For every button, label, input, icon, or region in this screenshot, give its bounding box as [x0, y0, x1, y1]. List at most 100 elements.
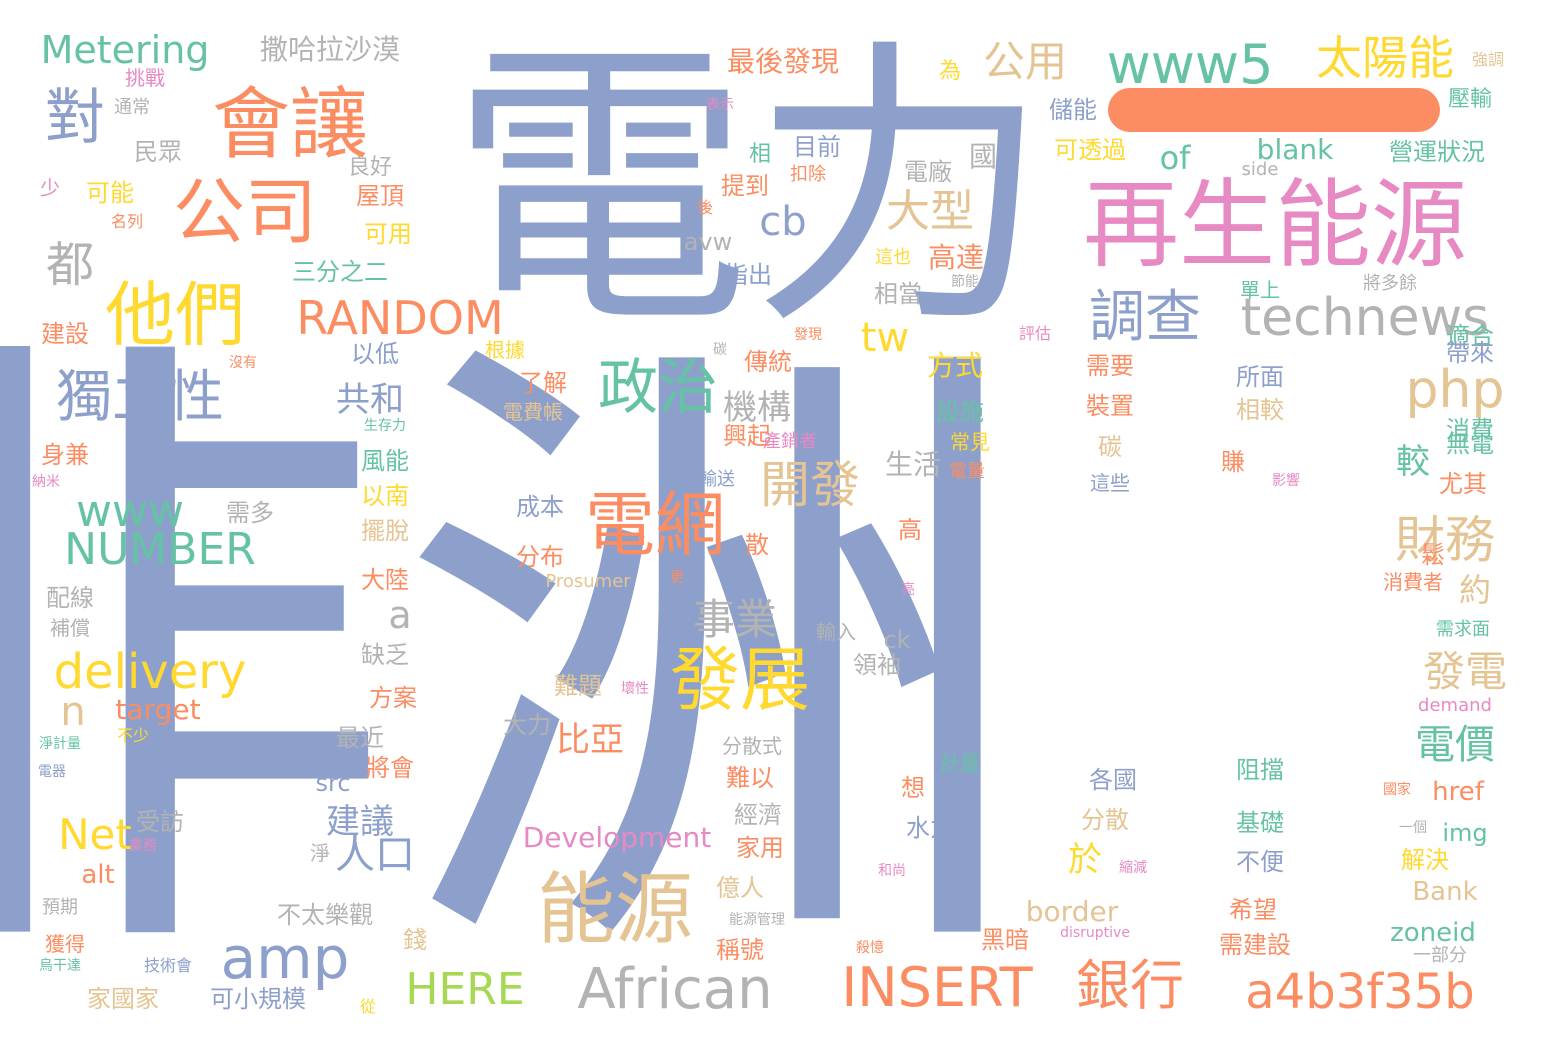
word: 擺脫: [361, 517, 409, 545]
word: 電費帳: [503, 400, 563, 424]
word: 節能: [951, 274, 979, 290]
word: 殺憶: [856, 940, 884, 956]
word: 壓輸: [1447, 87, 1493, 112]
word: 裝置: [1086, 392, 1134, 420]
word: target: [115, 693, 201, 726]
word: 水力: [906, 814, 954, 842]
word: side: [1241, 159, 1279, 180]
word: 單上: [1240, 278, 1280, 302]
word: 大力: [503, 711, 551, 739]
word: 無電: [1446, 430, 1494, 458]
word: href: [1432, 777, 1484, 807]
word: border: [1025, 895, 1119, 928]
word: 高: [898, 516, 922, 544]
word: 後: [696, 198, 714, 217]
word: 獨立性: [56, 365, 224, 430]
word: 缺乏: [361, 641, 409, 669]
word: 開發: [760, 456, 860, 514]
word: amp: [220, 924, 350, 992]
word: 這些: [1090, 471, 1130, 495]
word: 方式: [926, 349, 984, 382]
word: 太陽能: [1316, 31, 1454, 85]
word: 尤其: [1439, 470, 1487, 498]
word: 方案: [369, 684, 417, 712]
word: 產銷者: [763, 431, 817, 452]
word: 能源: [536, 865, 694, 955]
word: alt: [81, 860, 115, 890]
word: 再生能源: [1083, 169, 1467, 281]
word: Bank: [1412, 877, 1478, 907]
word: 評估: [1018, 324, 1052, 343]
word: 烏干達: [39, 958, 81, 974]
word: 更: [670, 570, 684, 586]
word: 銀行: [1076, 954, 1184, 1017]
word: 對: [45, 83, 105, 153]
word: Metering: [40, 28, 210, 72]
word: n: [60, 689, 86, 735]
word: 較: [1396, 442, 1430, 482]
word: 強調: [1471, 50, 1505, 69]
word: 需要: [1086, 352, 1134, 380]
word: 發現: [794, 327, 822, 343]
word: 都: [45, 237, 95, 293]
word: 人口: [335, 832, 415, 878]
word: 家國家: [87, 985, 159, 1013]
word: 計量: [940, 751, 980, 775]
word: NUMBER: [64, 524, 256, 575]
word: 挑戰: [125, 66, 165, 90]
word: 指出: [724, 261, 772, 289]
word: 輸送: [699, 469, 735, 490]
word: 公用: [982, 37, 1068, 86]
word: 縮減: [1119, 860, 1147, 876]
word: 調查: [1089, 285, 1201, 350]
word: 最後發現: [726, 45, 840, 78]
word: demand: [1418, 695, 1492, 716]
word: avw: [683, 228, 733, 256]
word: a: [388, 593, 412, 637]
word: cb: [759, 199, 807, 245]
word: 將多餘: [1363, 273, 1417, 294]
word: 撒哈拉沙漠: [259, 33, 401, 66]
word: 壞性: [621, 681, 649, 697]
word: 可小規模: [210, 985, 306, 1013]
word: 帶來: [1446, 339, 1494, 367]
word: 電器: [38, 764, 66, 780]
word: 能源管理: [729, 912, 785, 928]
word: www: [76, 486, 184, 537]
word: blank: [1256, 133, 1334, 166]
word: 事業: [692, 595, 778, 644]
word: 他們: [105, 274, 245, 356]
word: 建議: [326, 802, 394, 842]
word: src: [315, 769, 351, 797]
word: 目前: [793, 133, 841, 161]
word: 不少: [116, 726, 150, 745]
word: 不太樂觀: [277, 901, 373, 929]
word: 生存力: [364, 418, 406, 434]
word: 三分之二: [292, 258, 388, 286]
word: 大陸: [361, 566, 409, 594]
word: 發展: [670, 639, 810, 721]
word: 通常: [114, 97, 150, 118]
word: 以低: [351, 340, 399, 368]
word: 將會: [366, 754, 414, 782]
word: 和尚: [878, 863, 906, 879]
word: technews: [1240, 288, 1490, 348]
word: disruptive: [1060, 925, 1130, 941]
word: 賺: [1221, 448, 1245, 476]
word: 受訪: [136, 808, 184, 836]
word: 需建設: [1219, 931, 1291, 959]
word: 可透過: [1054, 136, 1126, 164]
word: 基礎: [1236, 809, 1284, 837]
word: 電價: [1415, 722, 1495, 768]
word: 國家: [1383, 782, 1411, 798]
word: 可能: [86, 179, 134, 207]
word: 根據: [485, 338, 525, 362]
word: 提到: [721, 172, 769, 200]
word: 名列: [110, 212, 144, 231]
word: 碳: [1098, 433, 1122, 461]
word: delivery: [53, 644, 247, 700]
word: 非洲: [0, 287, 1035, 1032]
word: RANDOM: [296, 291, 504, 345]
word: 分散: [1081, 806, 1129, 834]
